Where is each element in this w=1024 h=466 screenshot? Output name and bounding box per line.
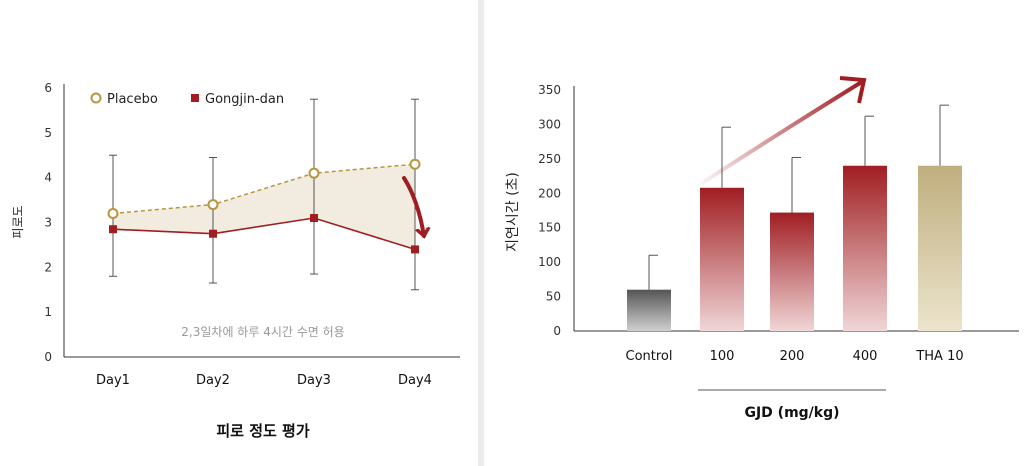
legend-gongjin-dan-icon [191, 94, 199, 102]
x-tick-label: Day2 [196, 373, 230, 388]
x-tick-label: Day3 [297, 373, 331, 388]
sleep-note: 2,3일차에 하루 4시간 수면 허용 [181, 325, 344, 339]
bar [700, 187, 744, 331]
legend-placebo-icon [90, 92, 102, 104]
x-tick-label: Day1 [96, 373, 130, 388]
x-tick-label: 200 [780, 349, 805, 364]
x-tick-label: 400 [853, 349, 878, 364]
y-tick-label: 4 [44, 171, 52, 185]
bar [918, 165, 962, 331]
x-tick-label: Day4 [398, 373, 432, 388]
x-tick-label: Control [626, 349, 673, 364]
y-tick-label: 1 [44, 305, 52, 319]
legend-gongjin-dan-label: Gongjin-dan [205, 92, 284, 107]
y-tick-label: 150 [538, 221, 561, 235]
gongjin-dan-point [411, 245, 419, 254]
bar [770, 212, 814, 331]
placebo-point [207, 199, 219, 211]
latency-bar-chart: 0 50 100 150 200 250 300 350 지연시간 (초) Control 100 2… [505, 76, 1019, 421]
y-tick-label: 300 [538, 117, 561, 131]
decrease-arrow-icon [402, 176, 424, 236]
chart-title: 피로 정도 평가 [216, 422, 309, 440]
bar [843, 165, 887, 331]
fatigue-line-chart: 0 1 2 3 4 5 6 피로도 Day1 Day2 Day3 Day4 Placebo Gongjin… [11, 81, 460, 440]
latency-chart-panel: 0 50 100 150 200 250 300 350 지연시간 (초) Control 100 2… [484, 0, 1024, 466]
y-tick-label: 200 [538, 186, 561, 200]
y-tick-label: 6 [44, 81, 52, 95]
x-axis-title: GJD (mg/kg) [744, 405, 839, 421]
difference-shaded-area [113, 164, 415, 250]
y-tick-label: 5 [44, 126, 52, 140]
y-tick-label: 250 [538, 152, 561, 166]
increase-arrow-icon [839, 76, 867, 104]
x-tick-label: THA 10 [915, 349, 963, 364]
y-axis-title: 지연시간 (초) [505, 172, 521, 252]
y-tick-label: 0 [44, 350, 52, 364]
placebo-point [409, 158, 421, 170]
placebo-series-line [112, 163, 416, 215]
bar [627, 289, 671, 331]
y-tick-label: 3 [44, 216, 52, 230]
fatigue-chart-panel: 0 1 2 3 4 5 6 피로도 Day1 Day2 Day3 Day4 Placebo Gongjin… [0, 0, 478, 466]
x-tick-label: 100 [710, 349, 735, 364]
gongjin-dan-point [109, 225, 117, 234]
gongjin-dan-point [310, 214, 318, 223]
legend-placebo-label: Placebo [107, 92, 158, 107]
placebo-point [308, 167, 320, 179]
y-tick-label: 2 [44, 260, 52, 274]
y-tick-label: 100 [538, 255, 561, 269]
y-tick-label: 350 [538, 83, 561, 97]
gongjin-dan-series-line [112, 217, 416, 251]
y-tick-label: 50 [546, 290, 561, 304]
y-tick-label: 0 [553, 324, 561, 338]
gongjin-dan-point [209, 229, 217, 238]
placebo-point [107, 208, 119, 220]
increase-arrow-shaft [700, 81, 862, 185]
y-axis-title: 피로도 [11, 205, 25, 238]
